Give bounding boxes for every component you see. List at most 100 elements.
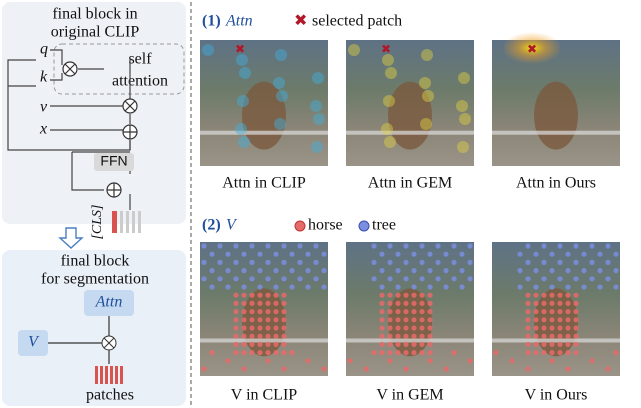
horse-dot [379, 317, 384, 322]
horse-dot [419, 293, 424, 298]
horse-dot [395, 317, 400, 322]
x-label: x [39, 121, 47, 138]
horse [534, 288, 578, 356]
tree-dot [459, 284, 464, 289]
tree-dot [201, 276, 206, 281]
down-arrow [60, 228, 82, 248]
horse-dot [533, 325, 538, 330]
horse-dot [419, 317, 424, 322]
tree-dot [549, 284, 554, 289]
horse-dot [249, 309, 254, 314]
horse-dot [347, 358, 352, 363]
horse-dot [249, 317, 254, 322]
horse-dot [549, 317, 554, 322]
horse-dot [419, 301, 424, 306]
heat-spot [382, 54, 394, 66]
heat-spot [456, 100, 468, 112]
horse-dot [265, 358, 270, 363]
horse-dot [573, 342, 578, 347]
tree-dot [517, 268, 522, 273]
selected-patch: ✖ [235, 42, 245, 56]
heat-spot [202, 44, 214, 56]
horse-dot [233, 293, 238, 298]
tree-dot [281, 243, 286, 248]
horse-dot [525, 350, 530, 355]
horse-dot [395, 350, 400, 355]
tree-dot [443, 252, 448, 257]
horse-dot [387, 317, 392, 322]
horse-dot [387, 301, 392, 306]
horse-dot [549, 309, 554, 314]
patches-label: patches [86, 387, 134, 404]
horse-dot [557, 342, 562, 347]
horse-dot [533, 342, 538, 347]
tree-dot [225, 284, 230, 289]
horse-dot [541, 293, 546, 298]
tree-dot [589, 243, 594, 248]
horse-dot [305, 358, 310, 363]
block-title: original CLIP [51, 24, 140, 41]
heat-spot [235, 123, 247, 135]
tree-dot [371, 243, 376, 248]
block-title: final block in [52, 6, 137, 23]
cls-label: [CLS] [90, 204, 105, 239]
heat-spot [236, 54, 248, 66]
horse-dot [427, 350, 432, 355]
horse-dot [241, 301, 246, 306]
tree-dot [589, 276, 594, 281]
horse-dot [233, 342, 238, 347]
section-number: (2) [202, 217, 221, 234]
block-title: final block [61, 253, 130, 270]
horse-dot [403, 309, 408, 314]
horse-dot [525, 342, 530, 347]
horse-dot [549, 358, 554, 363]
horse-dot [419, 342, 424, 347]
horse-dot [225, 358, 230, 363]
horse-dot [403, 366, 408, 371]
tree-dot [387, 276, 392, 281]
horse-dot [249, 334, 254, 339]
horse-dot [565, 350, 570, 355]
tree-dot [403, 243, 408, 248]
horse-dot [273, 309, 278, 314]
horse [388, 288, 432, 356]
heat-spot [274, 118, 286, 130]
tree-dot [419, 260, 424, 265]
selected-patch: ✖ [527, 42, 537, 56]
tree-dot [459, 268, 464, 273]
horse-dot [241, 317, 246, 322]
tree-dot [201, 243, 206, 248]
heat-spot [383, 95, 395, 107]
horse-dot [541, 334, 546, 339]
horse-dot [395, 293, 400, 298]
tree-dot [613, 252, 618, 257]
tree-dot [403, 260, 408, 265]
tree-dot [581, 252, 586, 257]
fence [346, 338, 474, 342]
tree-dot [565, 284, 570, 289]
tree-dot [225, 252, 230, 257]
tree-dot [273, 268, 278, 273]
horse-dot [525, 334, 530, 339]
horse-dot [565, 334, 570, 339]
tree-dot [265, 260, 270, 265]
horse-dot [525, 366, 530, 371]
horse-dot [427, 301, 432, 306]
heat-spot [276, 90, 288, 102]
tree-dot [395, 268, 400, 273]
horse-dot [525, 309, 530, 314]
tree-dot [313, 260, 318, 265]
tree-dot [297, 243, 302, 248]
horse-dot [411, 342, 416, 347]
tree-dot [387, 243, 392, 248]
tree-dot [241, 268, 246, 273]
tree-dot [233, 276, 238, 281]
caption: Attn in Ours [516, 175, 596, 192]
horse-dot [281, 350, 286, 355]
horse-dot [371, 350, 376, 355]
horse-dot [427, 317, 432, 322]
legend-marker: ✖ [294, 13, 307, 30]
horse-dot [411, 350, 416, 355]
tree-dot [321, 268, 326, 273]
horse-dot [379, 293, 384, 298]
